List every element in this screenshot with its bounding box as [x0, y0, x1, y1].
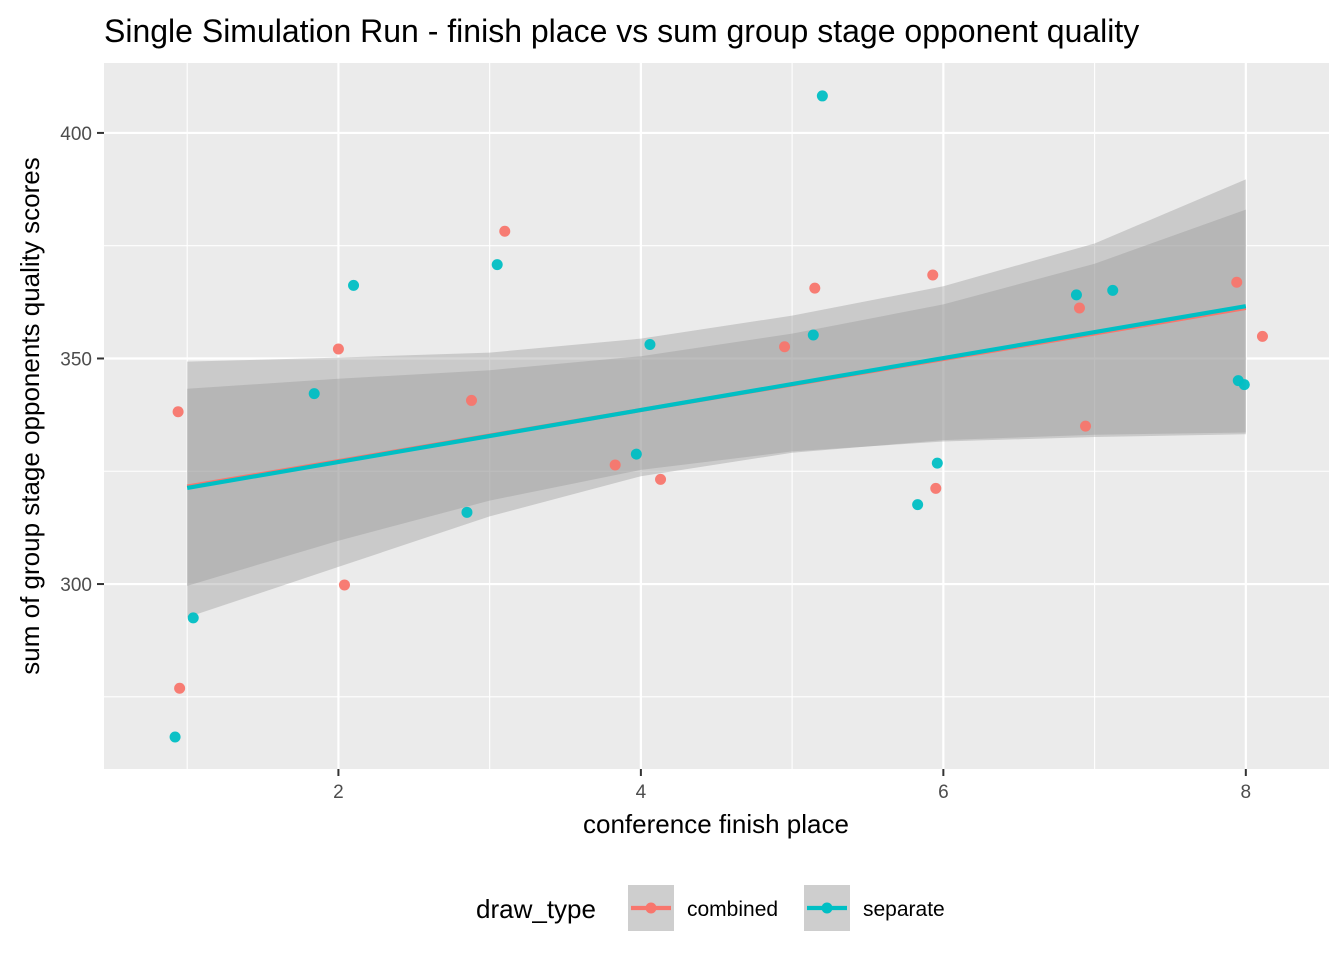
x-tick-label: 4	[636, 782, 647, 803]
data-point-combined	[1231, 276, 1243, 288]
data-point-combined	[927, 269, 939, 281]
data-point-separate	[816, 90, 828, 102]
trend-line-separate	[186, 304, 1247, 491]
trend-lines	[186, 304, 1247, 491]
data-point-separate	[807, 329, 819, 341]
data-point-separate	[912, 499, 924, 511]
data-point-combined	[809, 282, 821, 294]
data-point-separate	[931, 457, 943, 469]
data-point-separate	[1070, 289, 1082, 301]
y-axis: 300 350 400	[60, 124, 104, 596]
data-point-combined	[1256, 330, 1268, 342]
x-axis: 2 4 6 8	[333, 769, 1251, 803]
legend-label-combined: combined	[687, 898, 778, 921]
data-point-combined	[779, 341, 791, 353]
data-point-combined	[338, 579, 350, 591]
legend: draw_type combined separate	[476, 885, 945, 931]
x-tick-label: 8	[1241, 782, 1252, 803]
data-point-combined	[174, 682, 186, 694]
data-point-combined	[655, 473, 667, 485]
legend-key-point-combined	[645, 902, 657, 914]
data-point-separate	[461, 506, 473, 518]
data-point-combined	[1073, 302, 1085, 314]
confidence-bands	[187, 179, 1246, 618]
y-axis-title: sum of group stage opponents quality sco…	[15, 157, 45, 674]
x-tick-label: 2	[333, 782, 344, 803]
data-point-separate	[308, 388, 320, 400]
x-tick-label: 6	[938, 782, 949, 803]
data-point-separate	[644, 338, 656, 350]
x-axis-title: conference finish place	[583, 809, 849, 839]
data-point-combined	[1080, 420, 1092, 432]
grid-lines	[104, 63, 1329, 769]
legend-title: draw_type	[476, 894, 596, 924]
confidence-band-combined	[187, 179, 1246, 586]
data-point-separate	[630, 448, 642, 460]
data-point-combined	[609, 459, 621, 471]
y-tick-label: 350	[60, 349, 92, 370]
data-point-separate	[1107, 284, 1119, 296]
legend-key-point-separate	[821, 902, 833, 914]
data-point-separate	[187, 612, 199, 624]
y-tick-label: 400	[60, 124, 92, 145]
chart-title: Single Simulation Run - finish place vs …	[104, 13, 1139, 49]
data-points	[169, 90, 1268, 743]
data-point-combined	[172, 406, 184, 418]
data-point-separate	[348, 279, 360, 291]
data-point-separate	[1238, 379, 1250, 391]
data-point-combined	[930, 482, 942, 494]
legend-label-separate: separate	[863, 898, 945, 921]
plot-panel	[104, 63, 1329, 769]
data-point-combined	[466, 394, 477, 406]
data-point-separate	[169, 731, 181, 743]
data-point-combined	[332, 343, 344, 355]
data-point-separate	[491, 259, 503, 271]
confidence-band-separate	[187, 209, 1246, 618]
y-tick-label: 300	[60, 575, 92, 596]
data-point-combined	[499, 225, 511, 237]
